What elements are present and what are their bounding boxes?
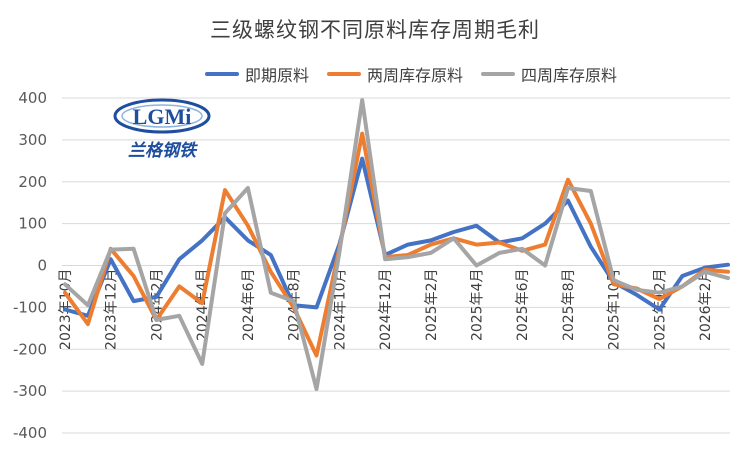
y-tick-label: -300 [13, 382, 47, 400]
legend: 即期原料 两周库存原料 四周库存原料 [205, 62, 617, 86]
legend-swatch-two-week [327, 72, 362, 76]
series-lines [63, 98, 730, 391]
y-tick-label: 400 [18, 89, 47, 107]
chart-title: 三级螺纹钢不同原料库存周期毛利 [210, 18, 540, 42]
legend-item-two-week: 两周库存原料 [327, 62, 463, 86]
series-line-1 [63, 131, 730, 358]
logo-text: LGMi [133, 104, 192, 129]
x-tick-label: 2025年10月 [607, 269, 623, 350]
y-tick-label: 300 [18, 131, 47, 149]
x-tick-label: 2026年2月 [698, 269, 714, 342]
x-tick-label: 2025年8月 [561, 269, 577, 342]
y-axis-ticks: 400 300 200 100 0 -100 -200 -300 -400 [13, 89, 47, 442]
x-tick-label: 2024年12月 [378, 269, 394, 350]
legend-item-spot: 即期原料 [205, 62, 309, 86]
x-tick-label: 2024年6月 [241, 269, 257, 342]
legend-item-four-week: 四周库存原料 [481, 62, 617, 86]
legend-label-two-week: 两周库存原料 [367, 66, 464, 85]
y-tick-label: 100 [18, 215, 47, 233]
legend-swatch-spot [205, 72, 239, 76]
x-tick-label: 2025年4月 [470, 269, 486, 342]
y-tick-label: 0 [37, 257, 47, 275]
legend-label-spot: 即期原料 [245, 66, 310, 85]
y-tick-label: -200 [13, 340, 47, 358]
x-tick-label: 2025年6月 [515, 269, 531, 342]
x-tick-label: 2023年12月 [104, 269, 120, 350]
y-tick-label: 200 [18, 173, 47, 191]
x-tick-label: 2025年2月 [424, 269, 440, 342]
x-tick-label: 2024年10月 [332, 269, 348, 350]
series-line-2 [63, 98, 730, 391]
lgmi-logo: LGMi 兰格钢铁 [112, 96, 212, 166]
logo-subtitle: 兰格钢铁 [128, 141, 199, 161]
legend-swatch-four-week [481, 72, 516, 76]
y-tick-label: -100 [13, 298, 47, 316]
legend-label-four-week: 四周库存原料 [521, 66, 618, 85]
y-tick-label: -400 [13, 424, 47, 442]
